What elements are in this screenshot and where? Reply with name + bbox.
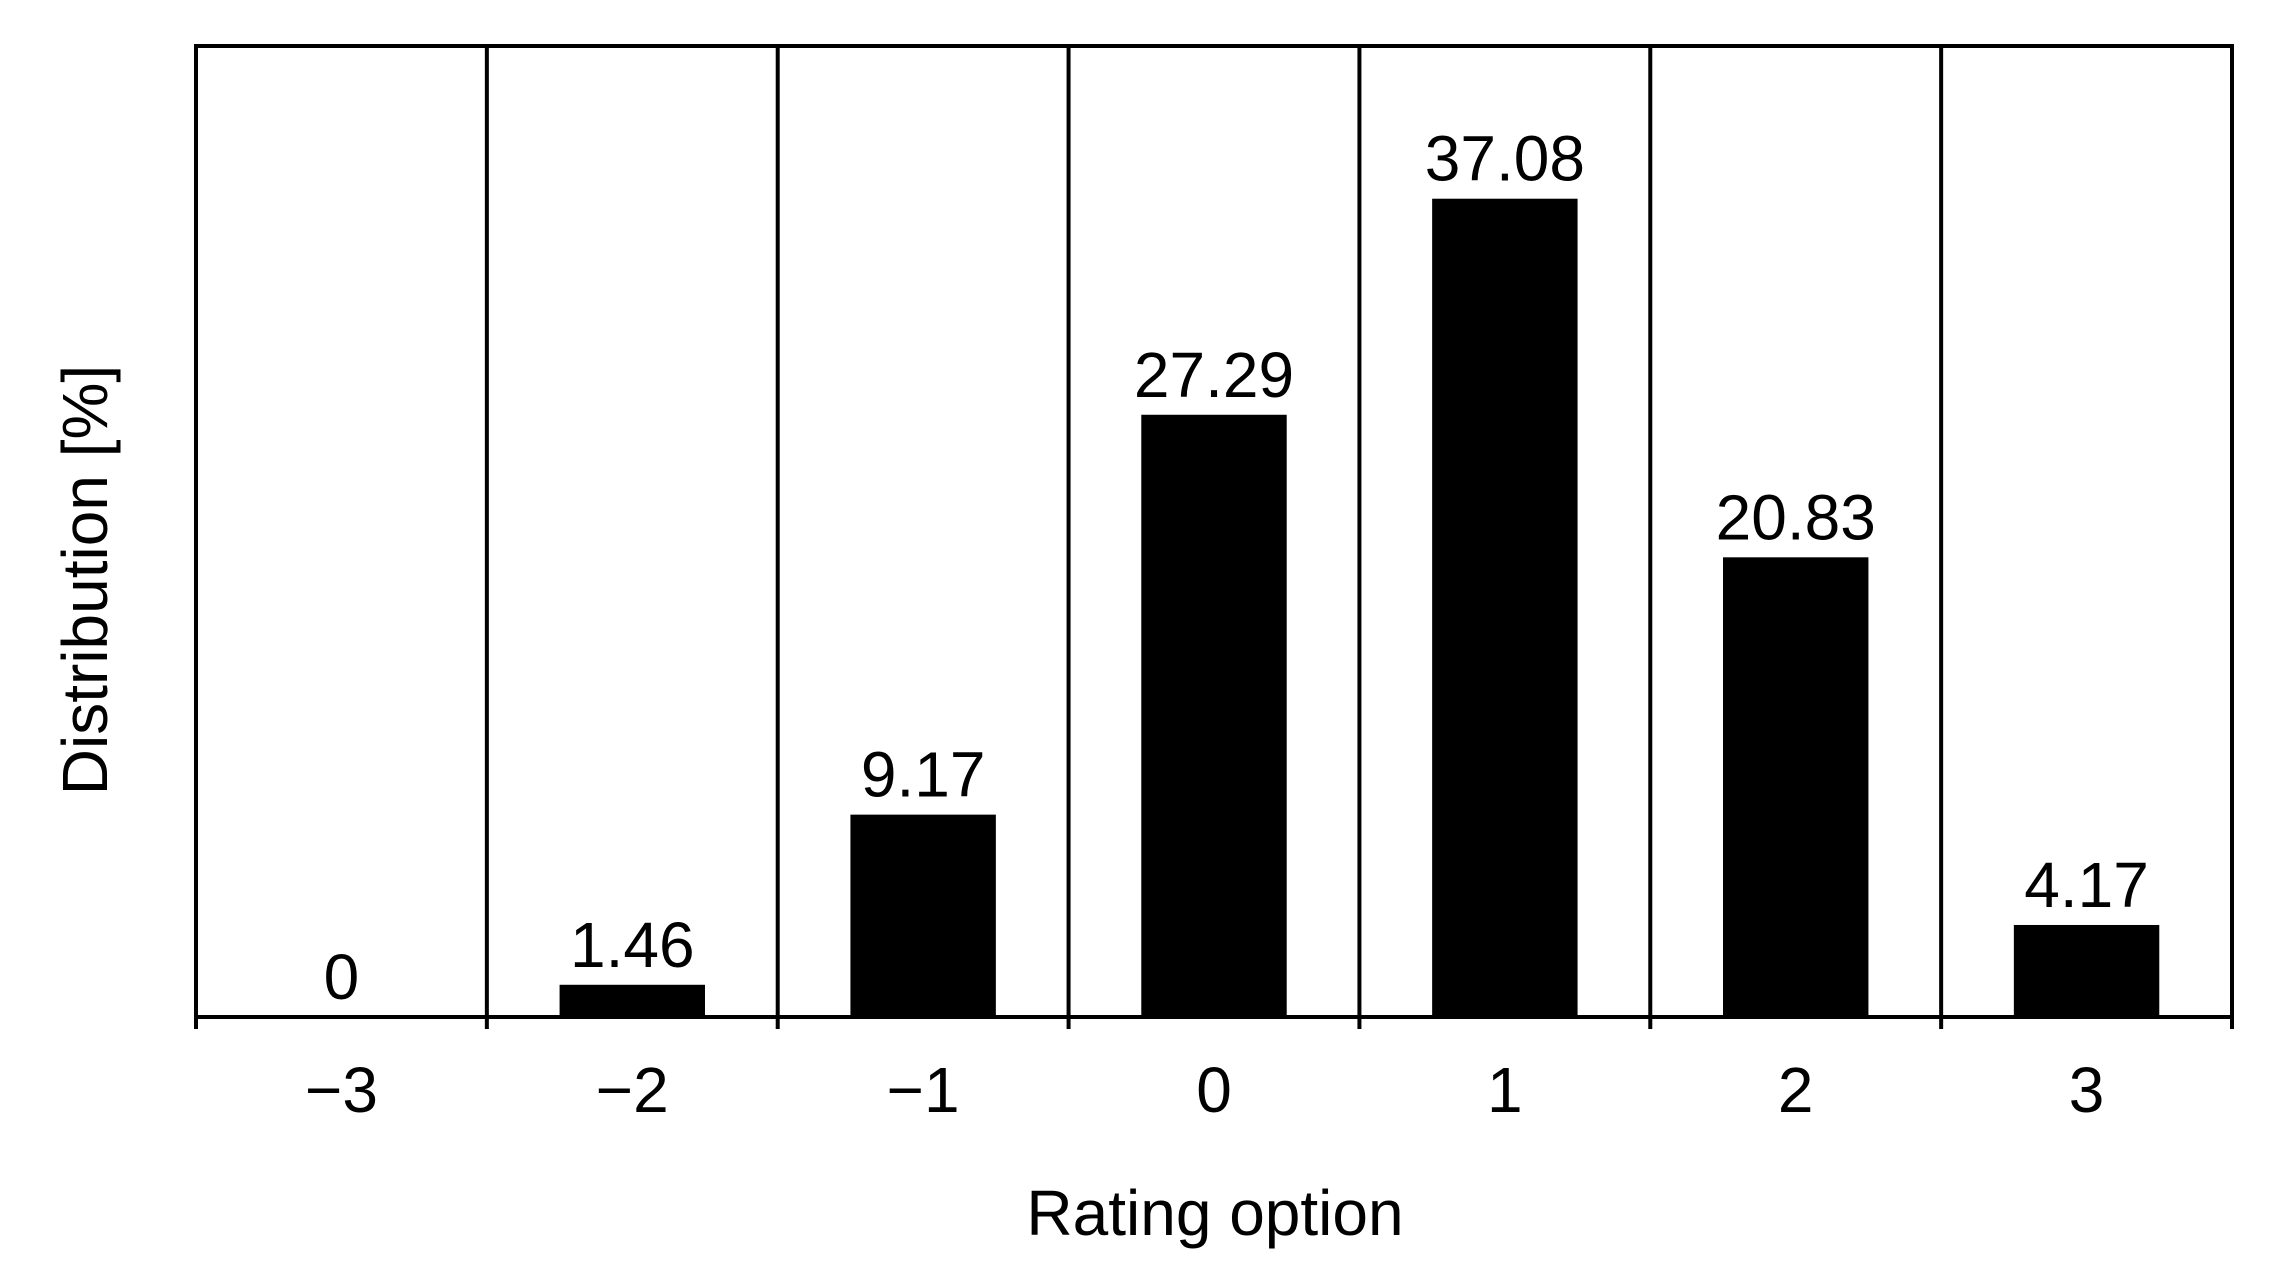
- value-label: 27.29: [1134, 339, 1294, 411]
- value-label: 4.17: [2024, 849, 2149, 921]
- value-label: 0: [324, 941, 360, 1013]
- x-tick-label: 2: [1778, 1054, 1814, 1126]
- bar: [1141, 414, 1287, 1018]
- bar: [559, 984, 705, 1017]
- bar: [2013, 924, 2160, 1017]
- y-axis-title: Distribution [%]: [49, 365, 121, 795]
- x-tick-label: 3: [2069, 1054, 2105, 1126]
- bar: [1723, 557, 1869, 1017]
- x-tick-label: 0: [1196, 1054, 1232, 1126]
- bar: [850, 814, 996, 1017]
- x-axis-title: Rating option: [1026, 1177, 1403, 1249]
- x-tick-label: −1: [887, 1054, 960, 1126]
- value-label: 1.46: [570, 909, 695, 981]
- value-label: 9.17: [861, 739, 986, 811]
- value-label: 20.83: [1716, 481, 1876, 553]
- bar: [1432, 198, 1578, 1018]
- value-label: 37.08: [1425, 123, 1585, 195]
- x-tick-label: −2: [596, 1054, 669, 1126]
- x-tick-label: 1: [1487, 1054, 1523, 1126]
- x-tick-label: −3: [305, 1054, 378, 1126]
